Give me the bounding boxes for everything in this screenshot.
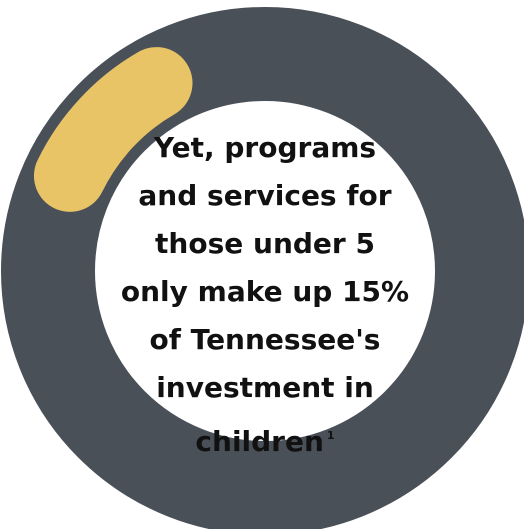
statement-line-7: children 1	[112, 412, 418, 466]
statement-line-5: of Tennessee's	[149, 323, 381, 356]
statement-line-4: only make up 15%	[120, 275, 410, 308]
footnote-marker: 1	[326, 429, 335, 442]
statement-line-3: those under 5	[155, 227, 375, 260]
statement-line-1: Yet, programs	[153, 131, 377, 164]
statement-line-6: investment in	[156, 371, 374, 404]
donut-track	[1, 7, 524, 529]
donut-slice-highlight	[33, 47, 193, 212]
statement-line-2: and services for	[138, 179, 392, 212]
center-statement: Yet, programs and services for those und…	[112, 124, 418, 466]
statement-line-7-text: children	[195, 425, 324, 458]
